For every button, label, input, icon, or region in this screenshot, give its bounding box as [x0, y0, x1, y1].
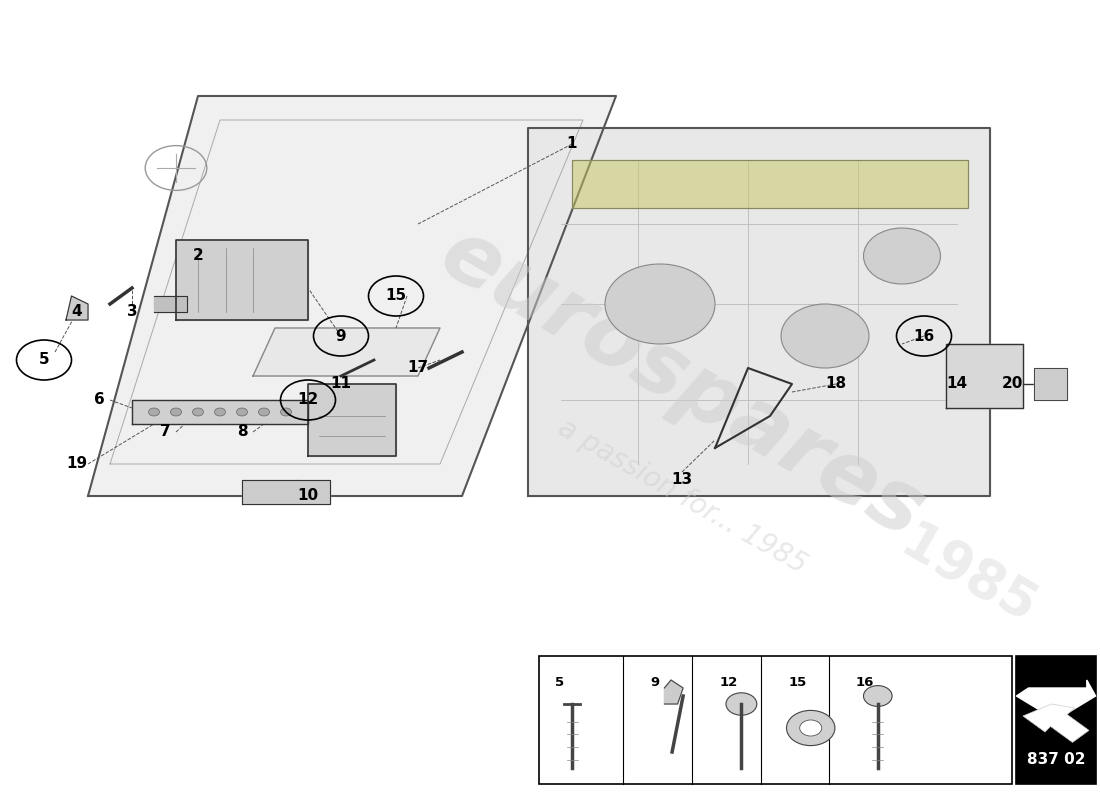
Text: 16: 16: [913, 329, 935, 343]
Polygon shape: [308, 384, 396, 456]
Text: 12: 12: [719, 676, 738, 689]
Text: 16: 16: [856, 676, 875, 689]
Circle shape: [864, 228, 940, 284]
Text: 1985: 1985: [891, 517, 1045, 635]
Text: 15: 15: [385, 289, 407, 303]
Text: 15: 15: [789, 676, 807, 689]
Text: 18: 18: [825, 377, 847, 391]
Text: 14: 14: [946, 377, 968, 391]
Circle shape: [170, 408, 182, 416]
Polygon shape: [946, 344, 1023, 408]
Text: 6: 6: [94, 393, 104, 407]
Circle shape: [605, 264, 715, 344]
Text: 19: 19: [66, 457, 88, 471]
Text: 5: 5: [556, 676, 564, 689]
Text: 2: 2: [192, 249, 204, 263]
Circle shape: [280, 408, 292, 416]
Polygon shape: [66, 296, 88, 320]
Text: 8: 8: [236, 425, 248, 439]
Circle shape: [236, 408, 248, 416]
Polygon shape: [572, 160, 968, 208]
Polygon shape: [176, 240, 308, 320]
Text: 837 02: 837 02: [1026, 753, 1086, 767]
Polygon shape: [242, 480, 330, 504]
Text: 20: 20: [1001, 377, 1023, 391]
Polygon shape: [253, 328, 440, 376]
Polygon shape: [664, 680, 683, 704]
Text: 10: 10: [297, 489, 319, 503]
Polygon shape: [88, 96, 616, 496]
Text: eurospares: eurospares: [426, 212, 938, 556]
Polygon shape: [528, 128, 990, 496]
Circle shape: [726, 693, 757, 715]
Text: 11: 11: [330, 377, 352, 391]
Circle shape: [192, 408, 204, 416]
Circle shape: [214, 408, 225, 416]
Circle shape: [258, 408, 270, 416]
Text: 17: 17: [407, 361, 429, 375]
Text: 7: 7: [160, 425, 170, 439]
Circle shape: [781, 304, 869, 368]
Circle shape: [148, 408, 159, 416]
Text: 9: 9: [650, 676, 659, 689]
Text: 1: 1: [566, 137, 578, 151]
Text: 12: 12: [297, 393, 319, 407]
Text: 5: 5: [39, 353, 50, 367]
Text: 4: 4: [72, 305, 82, 319]
Text: 3: 3: [126, 305, 138, 319]
Circle shape: [864, 686, 892, 706]
Polygon shape: [132, 400, 308, 424]
Circle shape: [786, 710, 835, 746]
Polygon shape: [1034, 368, 1067, 400]
Text: 9: 9: [336, 329, 346, 343]
FancyBboxPatch shape: [1016, 656, 1096, 784]
Polygon shape: [1016, 680, 1096, 720]
Polygon shape: [1023, 704, 1089, 742]
Polygon shape: [154, 296, 187, 312]
Circle shape: [800, 720, 822, 736]
FancyBboxPatch shape: [539, 656, 1012, 784]
Text: 13: 13: [671, 473, 693, 487]
Text: a passion for... 1985: a passion for... 1985: [552, 414, 812, 578]
